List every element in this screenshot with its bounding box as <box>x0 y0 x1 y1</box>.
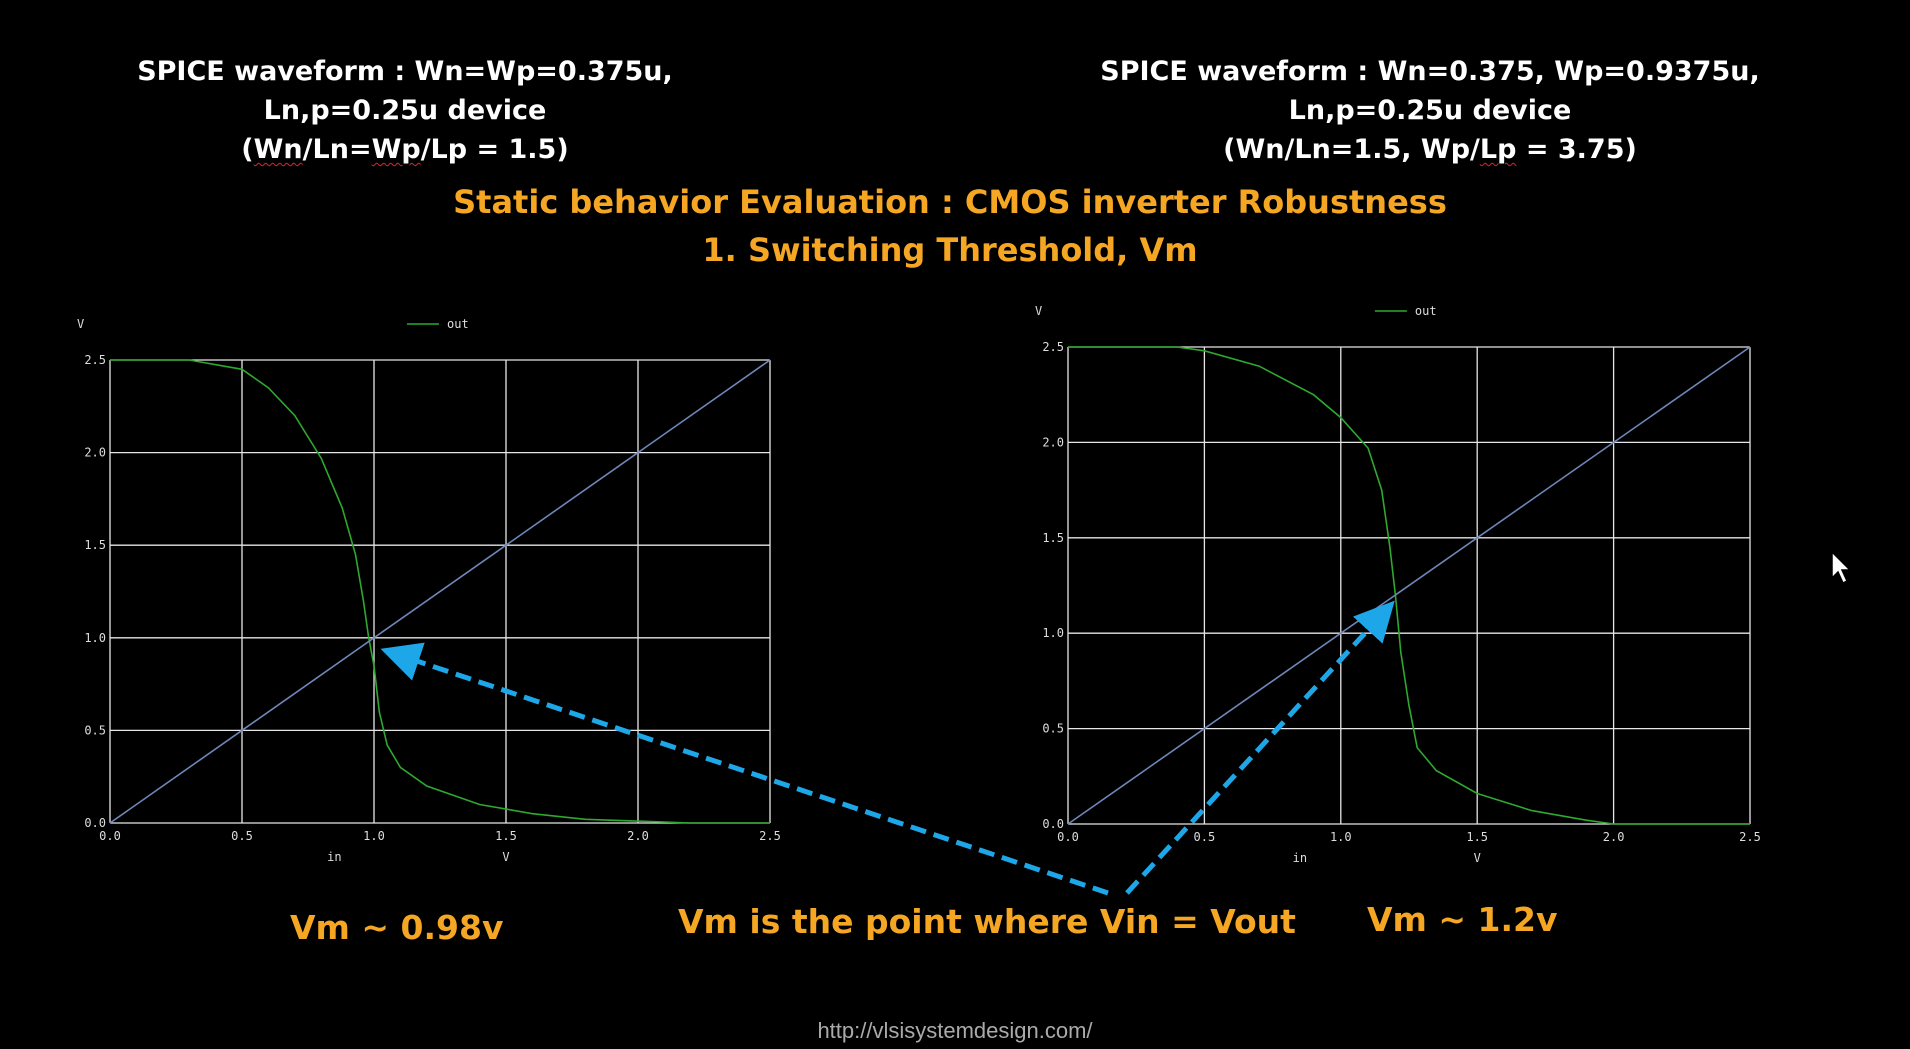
x-axis-label: in <box>327 850 341 864</box>
left-caption-ln: /Ln= <box>302 134 372 165</box>
x-tick-label: 0.5 <box>1194 830 1216 844</box>
mouse-cursor-icon <box>1831 550 1852 585</box>
left-caption-paren: ( <box>241 134 254 165</box>
chart-1: 0.0 0.5 1.0 1.5 2.0 2.5 0.0 0.5 1.0 1.5 2.0 2.5 Vin V… <box>77 317 781 864</box>
y-tick-label: 0.5 <box>84 723 106 737</box>
right-caption-line2: Ln,p=0.25u device <box>1288 95 1572 126</box>
left-caption-lp: /Lp = 1.5) <box>420 134 569 165</box>
series-out-line <box>1068 346 1750 825</box>
slide-title: Static behavior Evaluation : CMOS invert… <box>350 178 1550 274</box>
y-tick-label: 0.0 <box>84 816 106 830</box>
y-tick-label: 2.0 <box>84 446 106 460</box>
y-unit-label: V <box>1035 304 1042 318</box>
legend-label: out <box>1415 304 1437 318</box>
left-caption-line2: Ln,p=0.25u device <box>263 95 547 126</box>
y-tick-label: 0.5 <box>1042 722 1064 736</box>
x-tick-label: 2.5 <box>1739 830 1761 844</box>
vm-left-label: Vm ~ 0.98v <box>290 908 504 947</box>
right-caption: SPICE waveform : Wn=0.375, Wp=0.9375u, L… <box>1080 52 1780 169</box>
x-tick-label: 1.5 <box>495 829 517 843</box>
x-tick-label: 2.0 <box>627 829 649 843</box>
y-tick-label: 2.5 <box>84 353 106 367</box>
right-caption-line1: SPICE waveform : Wn=0.375, Wp=0.9375u, <box>1100 56 1760 87</box>
x-tick-label: 1.5 <box>1466 830 1488 844</box>
x-tick-label: 2.5 <box>759 829 781 843</box>
x-axis-label: in <box>1293 851 1307 865</box>
y-tick-label: 0.0 <box>1042 817 1064 831</box>
x-unit-label: V <box>1474 851 1481 865</box>
series-out-line <box>110 359 770 824</box>
y-tick-label: 2.0 <box>1042 435 1064 449</box>
x-tick-label: 0.0 <box>99 829 121 843</box>
left-caption-wn: Wn <box>253 134 303 165</box>
series-diagonal-line <box>109 359 771 824</box>
right-caption-c: = 3.75) <box>1516 134 1637 165</box>
y-tick-label: 1.0 <box>1042 626 1064 640</box>
x-tick-label: 2.0 <box>1603 830 1625 844</box>
right-caption-lp: Lp <box>1479 134 1517 165</box>
x-tick-label: 1.0 <box>1330 830 1352 844</box>
y-tick-label: 2.5 <box>1042 340 1064 354</box>
left-caption-wp: Wp <box>371 134 421 165</box>
left-caption-line3: (Wn/Ln=Wp/Lp = 1.5) <box>100 130 710 169</box>
x-unit-label: V <box>502 850 509 864</box>
vm-right-label: Vm ~ 1.2v <box>1367 900 1558 939</box>
vm-note-label: Vm is the point where Vin = Vout <box>678 902 1296 941</box>
right-caption-line3: (Wn/Ln=1.5, Wp/Lp = 3.75) <box>1080 130 1780 169</box>
x-tick-label: 0.0 <box>1057 830 1079 844</box>
left-caption-line1: SPICE waveform : Wn=Wp=0.375u, <box>137 56 673 87</box>
right-caption-a: (Wn/Ln=1.5, Wp/ <box>1223 134 1480 165</box>
arrow-to-right-vm <box>1125 600 1395 895</box>
y-tick-label: 1.5 <box>84 538 106 552</box>
series-diagonal-line <box>1067 346 1751 825</box>
slide-title-line1: Static behavior Evaluation : CMOS invert… <box>453 183 1447 221</box>
y-unit-label: V <box>77 317 84 331</box>
chart-2: 0.0 0.5 1.0 1.5 2.0 2.5 0.0 0.5 1.0 1.5 2.0 2.5 Vin V… <box>1035 304 1761 865</box>
arrow-to-left-vm <box>380 642 1109 896</box>
source-url: http://vlsisystemdesign.com/ <box>817 1018 1093 1043</box>
left-caption: SPICE waveform : Wn=Wp=0.375u, Ln,p=0.25… <box>100 52 710 169</box>
legend-label: out <box>447 317 469 331</box>
y-tick-label: 1.0 <box>84 631 106 645</box>
x-tick-label: 0.5 <box>231 829 253 843</box>
x-tick-label: 1.0 <box>363 829 385 843</box>
slide-title-line2: 1. Switching Threshold, Vm <box>702 231 1198 269</box>
y-tick-label: 1.5 <box>1042 531 1064 545</box>
